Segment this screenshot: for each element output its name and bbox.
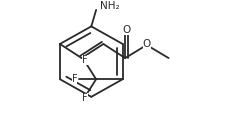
Text: F: F xyxy=(82,55,88,65)
Text: F: F xyxy=(82,93,88,103)
Text: NH₂: NH₂ xyxy=(100,1,120,11)
Text: F: F xyxy=(71,74,77,84)
Text: O: O xyxy=(143,39,151,49)
Text: O: O xyxy=(122,25,131,35)
